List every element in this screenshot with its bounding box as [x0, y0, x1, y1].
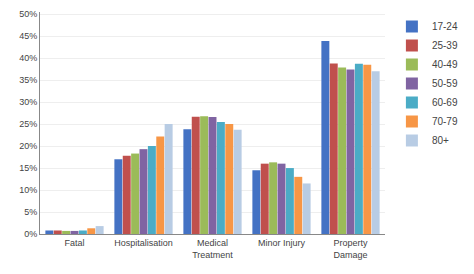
svg-text:50-59: 50-59 [432, 78, 458, 89]
svg-text:50%: 50% [19, 9, 37, 19]
svg-text:Hospitalisation: Hospitalisation [114, 238, 173, 248]
svg-text:80+: 80+ [432, 135, 449, 146]
svg-text:35%: 35% [19, 75, 37, 85]
svg-text:25%: 25% [19, 119, 37, 129]
svg-text:Minor Injury: Minor Injury [258, 238, 306, 248]
svg-text:MedicalTreatment: MedicalTreatment [192, 238, 233, 260]
svg-text:60-69: 60-69 [432, 97, 458, 108]
svg-text:15%: 15% [19, 163, 37, 173]
svg-text:5%: 5% [24, 207, 37, 217]
svg-text:40-49: 40-49 [432, 59, 458, 70]
svg-text:Fatal: Fatal [64, 238, 84, 248]
svg-text:0%: 0% [24, 229, 37, 239]
svg-text:45%: 45% [19, 31, 37, 41]
svg-text:30%: 30% [19, 97, 37, 107]
svg-text:40%: 40% [19, 53, 37, 63]
svg-text:17-24: 17-24 [432, 21, 458, 32]
svg-text:70-79: 70-79 [432, 116, 458, 127]
svg-text:10%: 10% [19, 185, 37, 195]
svg-text:PropertyDamage: PropertyDamage [333, 238, 368, 260]
svg-text:25-39: 25-39 [432, 40, 458, 51]
svg-text:20%: 20% [19, 141, 37, 151]
